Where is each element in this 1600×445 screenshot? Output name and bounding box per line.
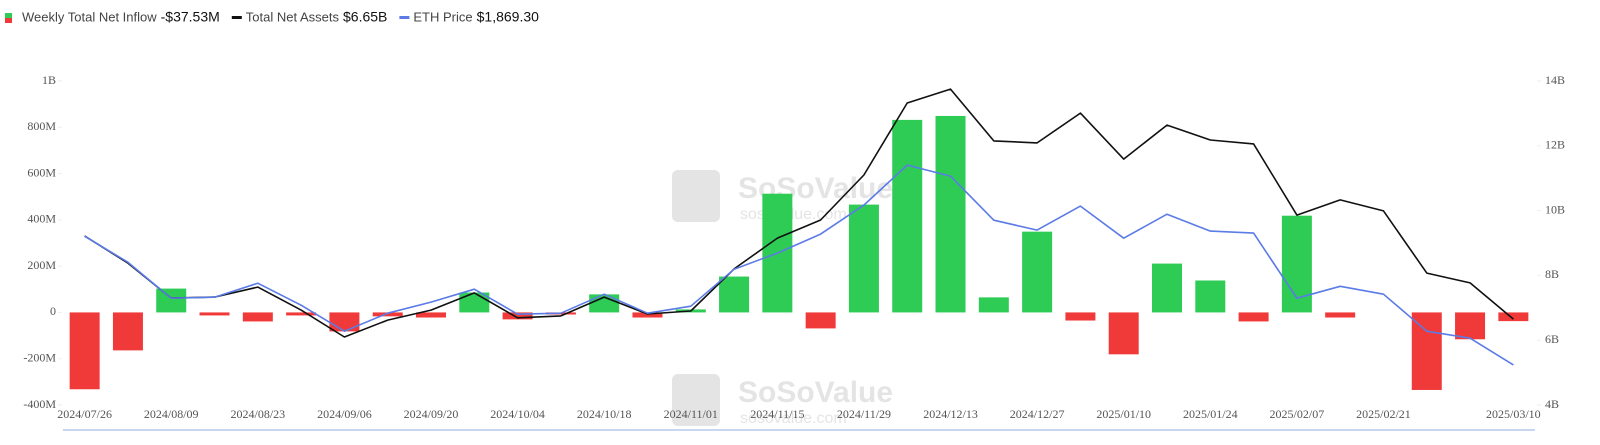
legend-label: ETH Price — [413, 9, 472, 24]
bar — [242, 312, 273, 322]
x-tick-label: 2025/02/07 — [1270, 407, 1325, 421]
legend-label: Total Net Assets — [246, 9, 340, 24]
bar — [69, 312, 100, 390]
x-tick-label: 2024/11/15 — [750, 407, 804, 421]
bar — [719, 276, 750, 313]
legend-icon — [399, 16, 410, 19]
y-tick-label: 200M — [27, 258, 56, 272]
bar — [892, 119, 923, 313]
x-tick-label: 2024/08/09 — [144, 407, 199, 421]
bar — [1195, 280, 1226, 313]
bar — [329, 312, 360, 332]
y2-tick-label: 10B — [1545, 202, 1565, 216]
bar — [286, 312, 317, 316]
x-tick-label: 2025/02/21 — [1356, 407, 1411, 421]
watermark-logo — [672, 374, 720, 426]
bar — [805, 312, 836, 329]
legend-value: $6.65B — [343, 9, 387, 25]
y2-tick-label: 14B — [1545, 73, 1565, 87]
range-slider — [63, 429, 1535, 431]
legend-value: -$37.53M — [161, 9, 220, 25]
x-tick-label: 2024/09/20 — [404, 407, 459, 421]
legend-icon — [5, 13, 12, 18]
y-tick-label: -200M — [23, 350, 56, 364]
legend-icon — [231, 16, 242, 19]
bar — [1411, 312, 1442, 390]
x-tick-label: 2025/03/10 — [1486, 407, 1541, 421]
x-tick-label: 2024/12/27 — [1010, 407, 1065, 421]
x-tick-label: 2024/08/23 — [230, 407, 285, 421]
x-tick-label: 2024/10/18 — [577, 407, 632, 421]
line — [84, 88, 1514, 338]
bar — [1281, 215, 1312, 313]
watermark-site: sosovalue.com — [740, 410, 847, 427]
x-tick-label: 2024/12/13 — [923, 407, 978, 421]
bar — [1498, 312, 1529, 322]
bar — [112, 312, 143, 351]
y-tick-label: 1B — [42, 73, 56, 87]
y-tick-label: 400M — [27, 212, 56, 226]
y-tick-label: 0 — [50, 304, 56, 318]
x-tick-label: 2024/11/01 — [664, 407, 718, 421]
bar — [156, 288, 187, 313]
bar — [372, 312, 403, 317]
x-tick-label: 2025/01/24 — [1183, 407, 1238, 421]
watermark-brand: SoSoValue — [738, 376, 893, 409]
x-tick-label: 2025/01/10 — [1096, 407, 1151, 421]
x-tick-label: 2024/10/04 — [490, 407, 545, 421]
legend-value: $1,869.30 — [477, 9, 539, 25]
y-tick-label: 600M — [27, 165, 56, 179]
watermark-logo — [672, 170, 720, 222]
bar — [1238, 312, 1269, 322]
bar — [199, 312, 230, 316]
x-tick-label: 2024/09/06 — [317, 407, 372, 421]
bar — [1022, 231, 1053, 313]
bar — [978, 297, 1009, 313]
bar — [589, 294, 620, 313]
legend: Weekly Total Net Inflow -$37.53M Total N… — [5, 9, 539, 25]
y2-tick-label: 8B — [1545, 267, 1559, 281]
y2-tick-label: 12B — [1545, 138, 1565, 152]
y-tick-label: 800M — [27, 119, 56, 133]
x-tick-label: 2024/07/26 — [57, 407, 112, 421]
line — [84, 164, 1514, 366]
x-tick-label: 2024/11/29 — [837, 407, 891, 421]
bar — [1108, 312, 1139, 355]
y2-tick-label: 4B — [1545, 397, 1559, 411]
bar — [502, 312, 533, 320]
legend-icon — [5, 18, 12, 23]
bar — [1152, 263, 1182, 313]
y-tick-label: -400M — [23, 397, 56, 411]
bar — [1065, 312, 1096, 321]
bar — [935, 115, 966, 313]
bar — [848, 204, 879, 313]
bar — [416, 312, 446, 318]
y2-tick-label: 6B — [1545, 332, 1559, 346]
bar — [1325, 312, 1356, 318]
bar — [1455, 312, 1486, 340]
bar — [632, 312, 663, 318]
plot — [69, 115, 1529, 390]
legend-label: Weekly Total Net Inflow — [22, 9, 157, 24]
